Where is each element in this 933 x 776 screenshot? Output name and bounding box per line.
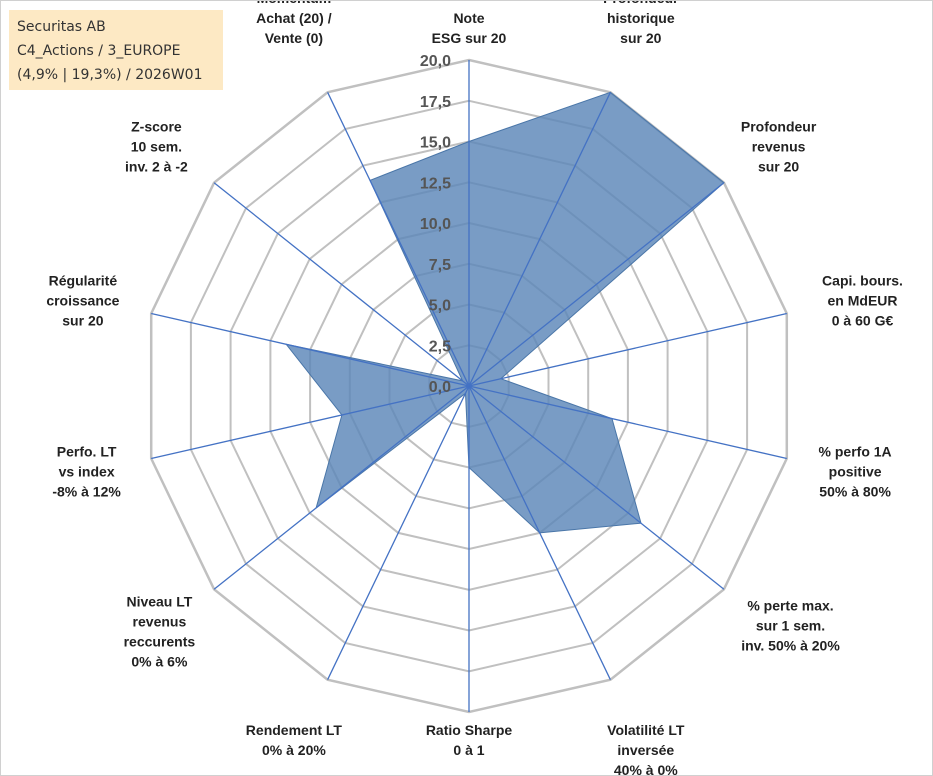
- axis-label-line: % perte max.: [747, 597, 833, 613]
- axis-label-line: revenus: [752, 139, 806, 155]
- radial-tick-label: 7,5: [429, 257, 451, 274]
- axis-spoke: [213, 385, 470, 590]
- axis-label-line: sur 1 sem.: [756, 617, 825, 633]
- axis-label: Note ESG sur 20: [432, 10, 507, 46]
- axis-spoke: [468, 92, 611, 387]
- axis-label-line: historique: [607, 10, 675, 26]
- axis-label-line: 0% à 6%: [131, 654, 188, 670]
- axis-label: Niveau LT revenus reccurents 0% à 6%: [124, 594, 196, 670]
- axis-label: Profondeur historique sur 20: [603, 1, 679, 46]
- axis-label-line: croissance: [46, 293, 119, 309]
- axis-spoke: [468, 385, 611, 680]
- axis-label-line: Momentum: [257, 1, 332, 6]
- axis-label-line: sur 20: [758, 159, 799, 175]
- axis-spoke: [468, 385, 725, 590]
- radial-tick-label: 2,5: [429, 338, 451, 355]
- axis-label-line: Ratio Sharpe: [426, 722, 513, 738]
- axis-label-line: Volatilité LT: [607, 722, 685, 738]
- axis-label: Capi. bours. en MdEUR 0 à 60 G€: [822, 273, 903, 329]
- axis-label-line: inversée: [617, 742, 674, 758]
- axis-label: Profondeur revenus sur 20: [741, 119, 817, 175]
- axis-spoke: [327, 92, 470, 387]
- radial-tick-label: 5,0: [429, 298, 451, 315]
- axis-label-line: 50% à 80%: [819, 483, 891, 499]
- axis-label-line: 0% à 20%: [262, 742, 326, 758]
- axis-label-line: sur 20: [620, 30, 661, 46]
- axis-label: Rendement LT 0% à 20%: [246, 722, 343, 758]
- axis-label-line: Profondeur: [603, 1, 679, 6]
- axis-spoke: [468, 182, 725, 387]
- axis-label: Régularité croissance sur 20: [46, 273, 119, 329]
- radar-spokes: [151, 60, 787, 712]
- radar-axis-labels: Note ESG sur 20 Profondeur historique sur 20…: [46, 1, 903, 775]
- info-line-company: Securitas AB: [17, 19, 106, 35]
- axis-label-line: positive: [829, 463, 882, 479]
- info-line-stats: (4,9% | 19,3%) / 2026W01: [17, 67, 203, 83]
- axis-spoke: [468, 385, 787, 460]
- radial-tick-label: 17,5: [420, 94, 451, 111]
- axis-spoke: [151, 312, 470, 387]
- radial-tick-label: 20,0: [420, 53, 451, 70]
- axis-label: % perte max. sur 1 sem. inv. 50% à 20%: [741, 597, 840, 653]
- axis-label-line: ESG sur 20: [432, 30, 507, 46]
- axis-label: Volatilité LT inversée 40% à 0%: [607, 722, 685, 775]
- axis-label-line: Note: [453, 10, 484, 26]
- axis-spoke: [468, 312, 787, 387]
- axis-label-line: Rendement LT: [246, 722, 343, 738]
- axis-label-line: Z-score: [131, 119, 182, 135]
- axis-spoke: [151, 385, 470, 460]
- axis-label-line: Régularité: [49, 273, 118, 289]
- axis-label-line: 0 à 1: [453, 742, 484, 758]
- axis-label: % perfo 1A positive 50% à 80%: [819, 443, 892, 499]
- axis-label-line: -8% à 12%: [52, 483, 121, 499]
- info-box: Securitas AB C4_Actions / 3_EUROPE (4,9%…: [9, 10, 223, 90]
- radial-tick-label: 15,0: [420, 135, 451, 152]
- axis-label-line: % perfo 1A: [819, 443, 892, 459]
- radial-tick-label: 10,0: [420, 216, 451, 233]
- axis-label-line: vs index: [59, 463, 115, 479]
- axis-label-line: en MdEUR: [828, 293, 898, 309]
- axis-label-line: Vente (0): [265, 30, 323, 46]
- axis-spoke: [213, 182, 470, 387]
- info-line-category: C4_Actions / 3_EUROPE: [17, 43, 181, 59]
- axis-label: Ratio Sharpe 0 à 1: [426, 722, 513, 758]
- axis-label-line: inv. 2 à -2: [125, 159, 188, 175]
- radar-tick-labels: 0,0 2,5 5,0 7,5 10,0 12,5 15,0 17,5 20,0: [420, 53, 451, 396]
- axis-label-line: inv. 50% à 20%: [741, 637, 840, 653]
- axis-label-line: reccurents: [124, 634, 196, 650]
- axis-label-line: 40% à 0%: [614, 762, 678, 775]
- axis-label-line: Capi. bours.: [822, 273, 903, 289]
- axis-label-line: sur 20: [62, 313, 103, 329]
- axis-label-line: Profondeur: [741, 119, 817, 135]
- radial-tick-label: 12,5: [420, 175, 451, 192]
- radial-tick-label: 0,0: [429, 379, 451, 396]
- axis-spoke: [327, 385, 470, 680]
- axis-label: Momentum Achat (20) / Vente (0): [256, 1, 332, 46]
- axis-label-line: revenus: [133, 614, 187, 630]
- axis-label-line: Niveau LT: [126, 594, 192, 610]
- axis-label: Z-score 10 sem. inv. 2 à -2: [125, 119, 188, 175]
- axis-label-line: 10 sem.: [131, 139, 182, 155]
- axis-label-line: Perfo. LT: [57, 443, 117, 459]
- axis-label: Perfo. LT vs index -8% à 12%: [52, 443, 121, 499]
- axis-label-line: 0 à 60 G€: [832, 313, 894, 329]
- axis-label-line: Achat (20) /: [256, 10, 332, 26]
